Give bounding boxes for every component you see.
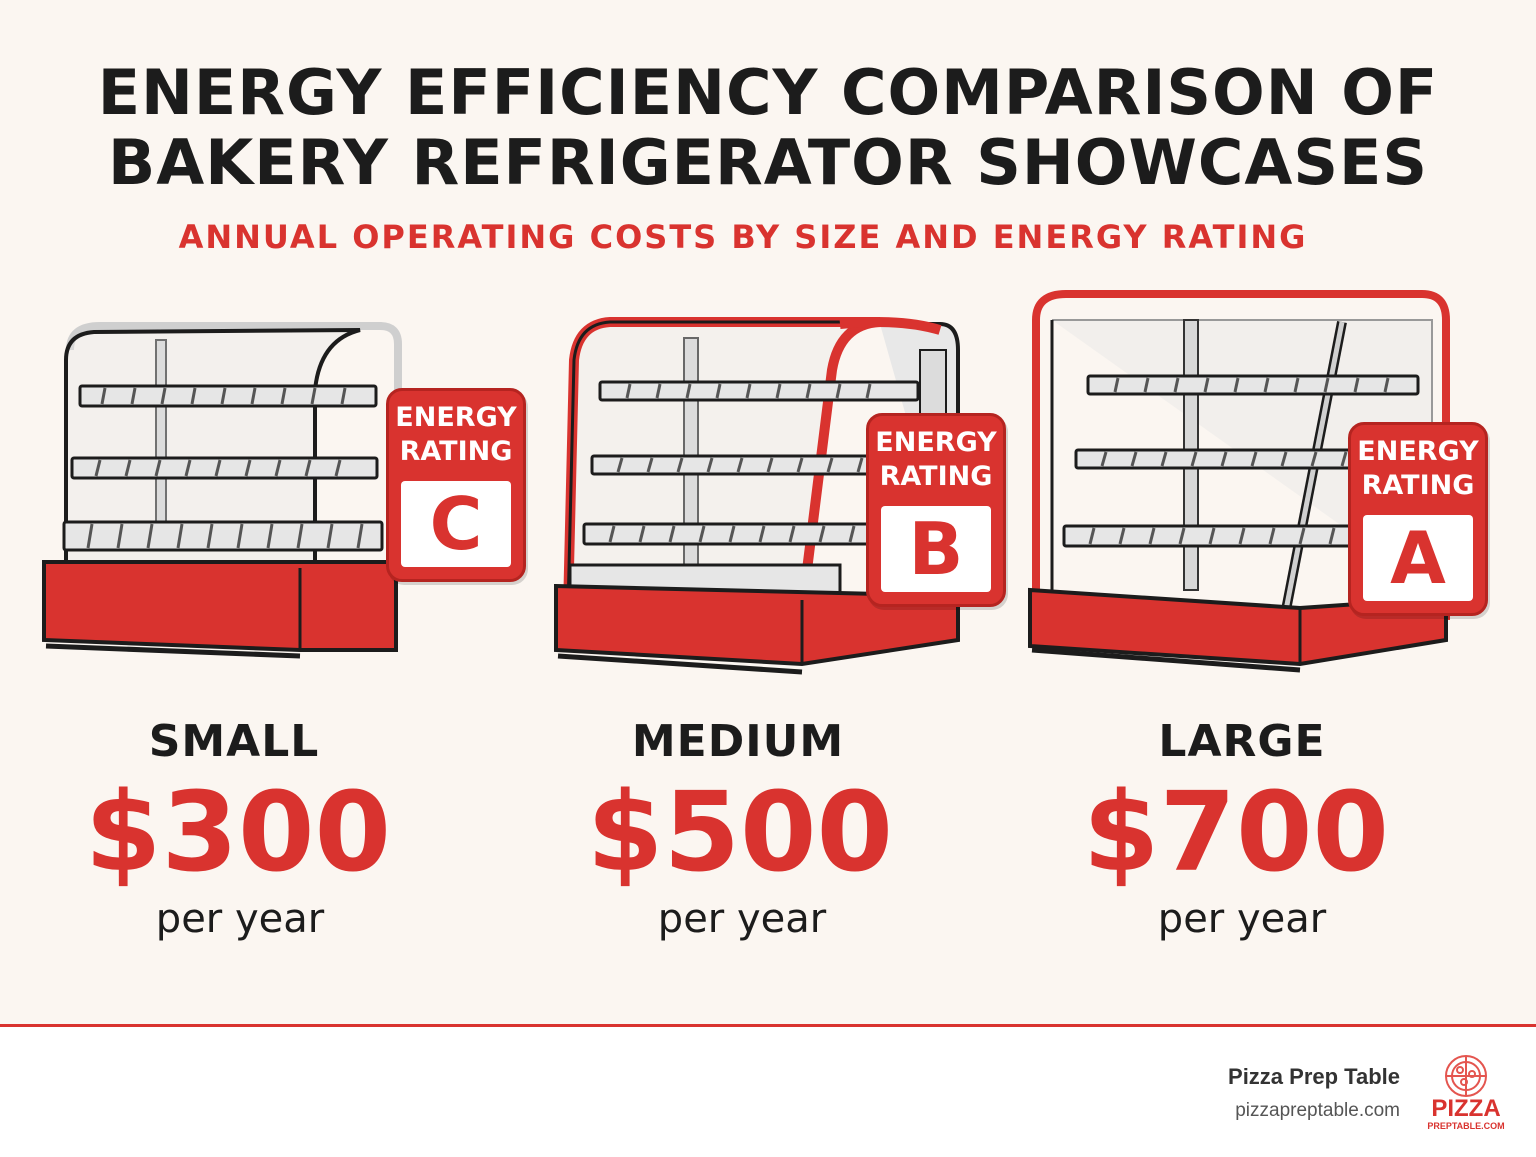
period-large: per year (1157, 896, 1327, 942)
price-small: $300 (84, 768, 392, 896)
size-label-large: LARGE (1158, 716, 1326, 767)
period-medium: per year (657, 896, 827, 942)
footer (0, 1024, 1536, 1157)
energy-rating-letter-large: A (1363, 515, 1473, 601)
pizza-icon (1445, 1055, 1487, 1097)
badge-label-line2: RATING (399, 436, 513, 467)
page-subtitle: ANNUAL OPERATING COSTS BY SIZE AND ENERG… (178, 218, 1308, 256)
badge-label-line1: ENERGY (1357, 436, 1479, 467)
brand-name: Pizza Prep Table (1228, 1064, 1400, 1089)
small-showcase-illustration (42, 322, 402, 659)
logo-sub-wordmark: PREPTABLE.COM (1427, 1121, 1504, 1131)
price-large: $700 (1082, 768, 1390, 896)
badge-label-line1: ENERGY (395, 402, 517, 433)
page-title: ENERGY EFFICIENCY COMPARISON OF BAKERY R… (0, 58, 1536, 198)
badge-label-line1: ENERGY (875, 427, 997, 458)
period-small: per year (155, 896, 325, 942)
price-medium: $500 (586, 768, 894, 896)
energy-rating-badge-large: ENERGY RATING A (1348, 422, 1488, 616)
energy-rating-badge-medium: ENERGY RATING B (866, 413, 1006, 607)
brand-logo: PIZZA PREPTABLE.COM (1427, 1055, 1505, 1131)
energy-rating-letter-medium: B (881, 506, 991, 592)
badge-label-line2: RATING (879, 461, 993, 492)
badge-label-line2: RATING (1361, 470, 1475, 501)
size-label-medium: MEDIUM (631, 716, 845, 767)
logo-wordmark: PIZZA (1431, 1095, 1500, 1122)
large-showcase-illustration (1028, 290, 1450, 673)
energy-rating-badge-small: ENERGY RATING C (386, 388, 526, 582)
energy-rating-letter-small: C (401, 481, 511, 567)
title-line-2: BAKERY REFRIGERATOR SHOWCASES (108, 126, 1428, 199)
title-line-1: ENERGY EFFICIENCY COMPARISON OF (97, 56, 1439, 129)
size-label-small: SMALL (148, 716, 320, 767)
brand-url[interactable]: pizzapreptable.com (1235, 1100, 1400, 1121)
